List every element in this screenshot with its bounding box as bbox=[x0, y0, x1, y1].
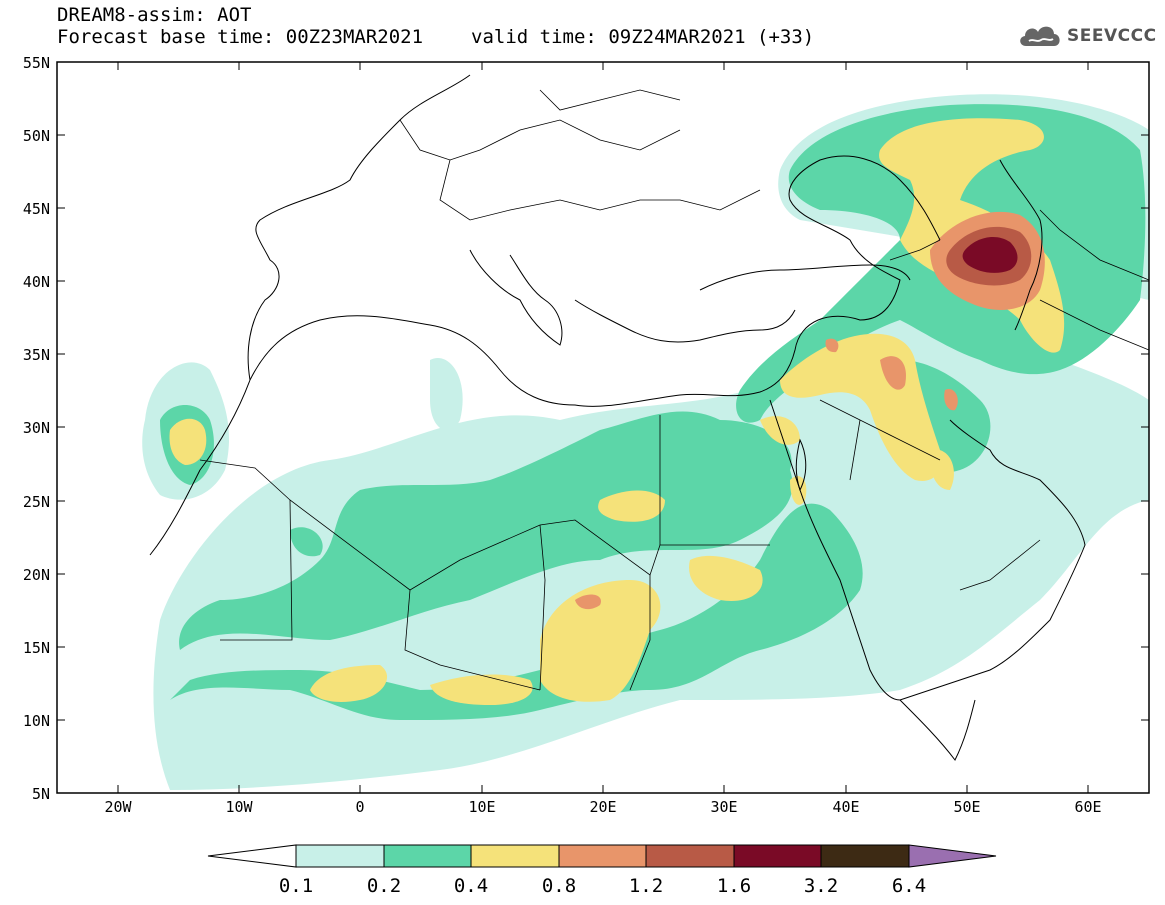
lon-label-60e: 60E bbox=[1074, 798, 1101, 816]
map-subtitle: Forecast base time: 00Z23MAR2021 valid ti… bbox=[57, 26, 814, 48]
colorbar-label-0.1: 0.1 bbox=[279, 875, 313, 897]
lon-label-10w: 10W bbox=[225, 798, 253, 816]
coastlines bbox=[149, 74, 1086, 761]
colorbar-swatch-3.2 bbox=[820, 844, 910, 868]
colorbar-label-0.8: 0.8 bbox=[542, 875, 576, 897]
lon-label-0: 0 bbox=[355, 798, 364, 816]
seevccc-logo: SEEVCCC bbox=[1017, 21, 1157, 51]
lat-label-25n: 25N bbox=[23, 493, 50, 511]
lat-label-30n: 30N bbox=[23, 419, 50, 437]
base-time-label: Forecast base time: 00Z23MAR2021 bbox=[57, 26, 424, 48]
colorbar-label-0.2: 0.2 bbox=[367, 875, 401, 897]
lon-label-20w: 20W bbox=[104, 798, 132, 816]
colorbar-swatch-0.1 bbox=[295, 844, 385, 868]
aot-level-1.6 bbox=[962, 236, 1018, 273]
lon-label-30e: 30E bbox=[710, 798, 737, 816]
lat-label-40n: 40N bbox=[23, 273, 50, 291]
lon-label-20e: 20E bbox=[589, 798, 616, 816]
lat-label-5n: 5N bbox=[32, 785, 50, 803]
colorbar-swatch-1.2 bbox=[645, 844, 735, 868]
colorbar-below-triangle bbox=[207, 844, 297, 868]
colorbar-label-1.6: 1.6 bbox=[717, 875, 751, 897]
colorbar-label-6.4: 6.4 bbox=[892, 875, 926, 897]
lat-label-55n: 55N bbox=[23, 54, 50, 72]
logo-text: SEEVCCC bbox=[1067, 26, 1157, 46]
aot-field bbox=[57, 62, 1149, 793]
colorbar-swatch-0.4 bbox=[470, 844, 560, 868]
lon-label-50e: 50E bbox=[953, 798, 980, 816]
valid-time-label: valid time: 09Z24MAR2021 (+33) bbox=[471, 26, 815, 48]
cloud-icon bbox=[1020, 26, 1060, 46]
colorbar-swatch-0.8 bbox=[558, 844, 647, 868]
colorbar-label-1.2: 1.2 bbox=[629, 875, 663, 897]
lon-label-40e: 40E bbox=[832, 798, 859, 816]
lon-tick-marks bbox=[117, 62, 1089, 793]
lat-label-15n: 15N bbox=[23, 639, 50, 657]
colorbar-label-3.2: 3.2 bbox=[804, 875, 838, 897]
lat-label-20n: 20N bbox=[23, 566, 50, 584]
lat-tick-marks bbox=[57, 61, 1149, 721]
colorbar-above-triangle bbox=[908, 844, 997, 868]
map-title: DREAM8-assim: AOT bbox=[57, 4, 252, 26]
colorbar bbox=[207, 844, 997, 868]
lat-label-45n: 45N bbox=[23, 200, 50, 218]
colorbar-swatch-1.6 bbox=[733, 844, 822, 868]
lat-label-10n: 10N bbox=[23, 712, 50, 730]
colorbar-swatch-0.2 bbox=[383, 844, 472, 868]
country-borders bbox=[199, 89, 1149, 691]
lon-label-10e: 10E bbox=[468, 798, 495, 816]
lat-label-50n: 50N bbox=[23, 127, 50, 145]
lat-label-35n: 35N bbox=[23, 346, 50, 364]
colorbar-label-0.4: 0.4 bbox=[454, 875, 488, 897]
